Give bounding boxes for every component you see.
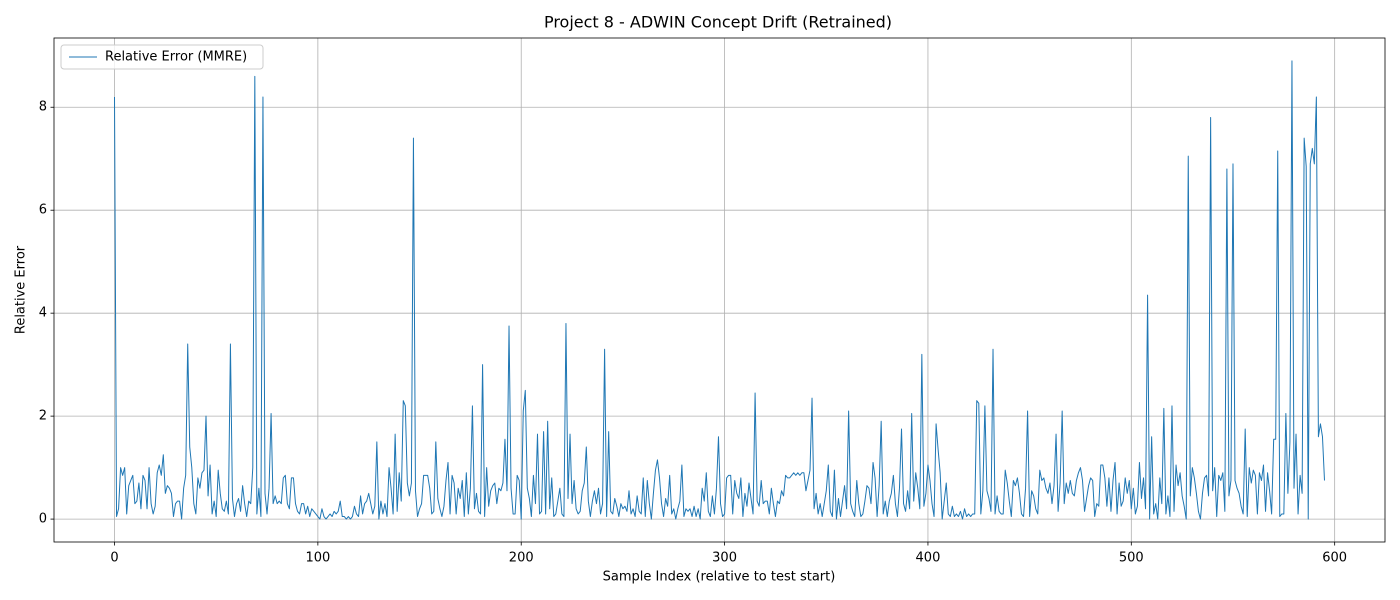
y-tick-label: 8 [39,100,47,115]
x-tick-label: 600 [1322,551,1347,566]
x-tick-label: 500 [1119,551,1144,566]
y-tick-label: 0 [39,512,47,527]
x-tick-label: 400 [916,551,941,566]
y-tick-label: 2 [39,409,47,424]
x-axis-label: Sample Index (relative to test start) [603,570,836,585]
y-tick-label: 4 [39,306,47,321]
data-line [114,60,1325,520]
legend-box [60,44,264,70]
y-axis-label: Relative Error [14,245,29,334]
x-tick-label: 0 [110,551,118,566]
y-tick-label: 6 [39,203,47,218]
plot-frame [53,37,1386,543]
legend-label: Relative Error (MMRE) [105,50,247,65]
x-tick-label: 200 [509,551,534,566]
x-tick-label: 300 [712,551,737,566]
x-tick-label: 100 [305,551,330,566]
chart-title: Project 8 - ADWIN Concept Drift (Retrain… [544,13,892,32]
